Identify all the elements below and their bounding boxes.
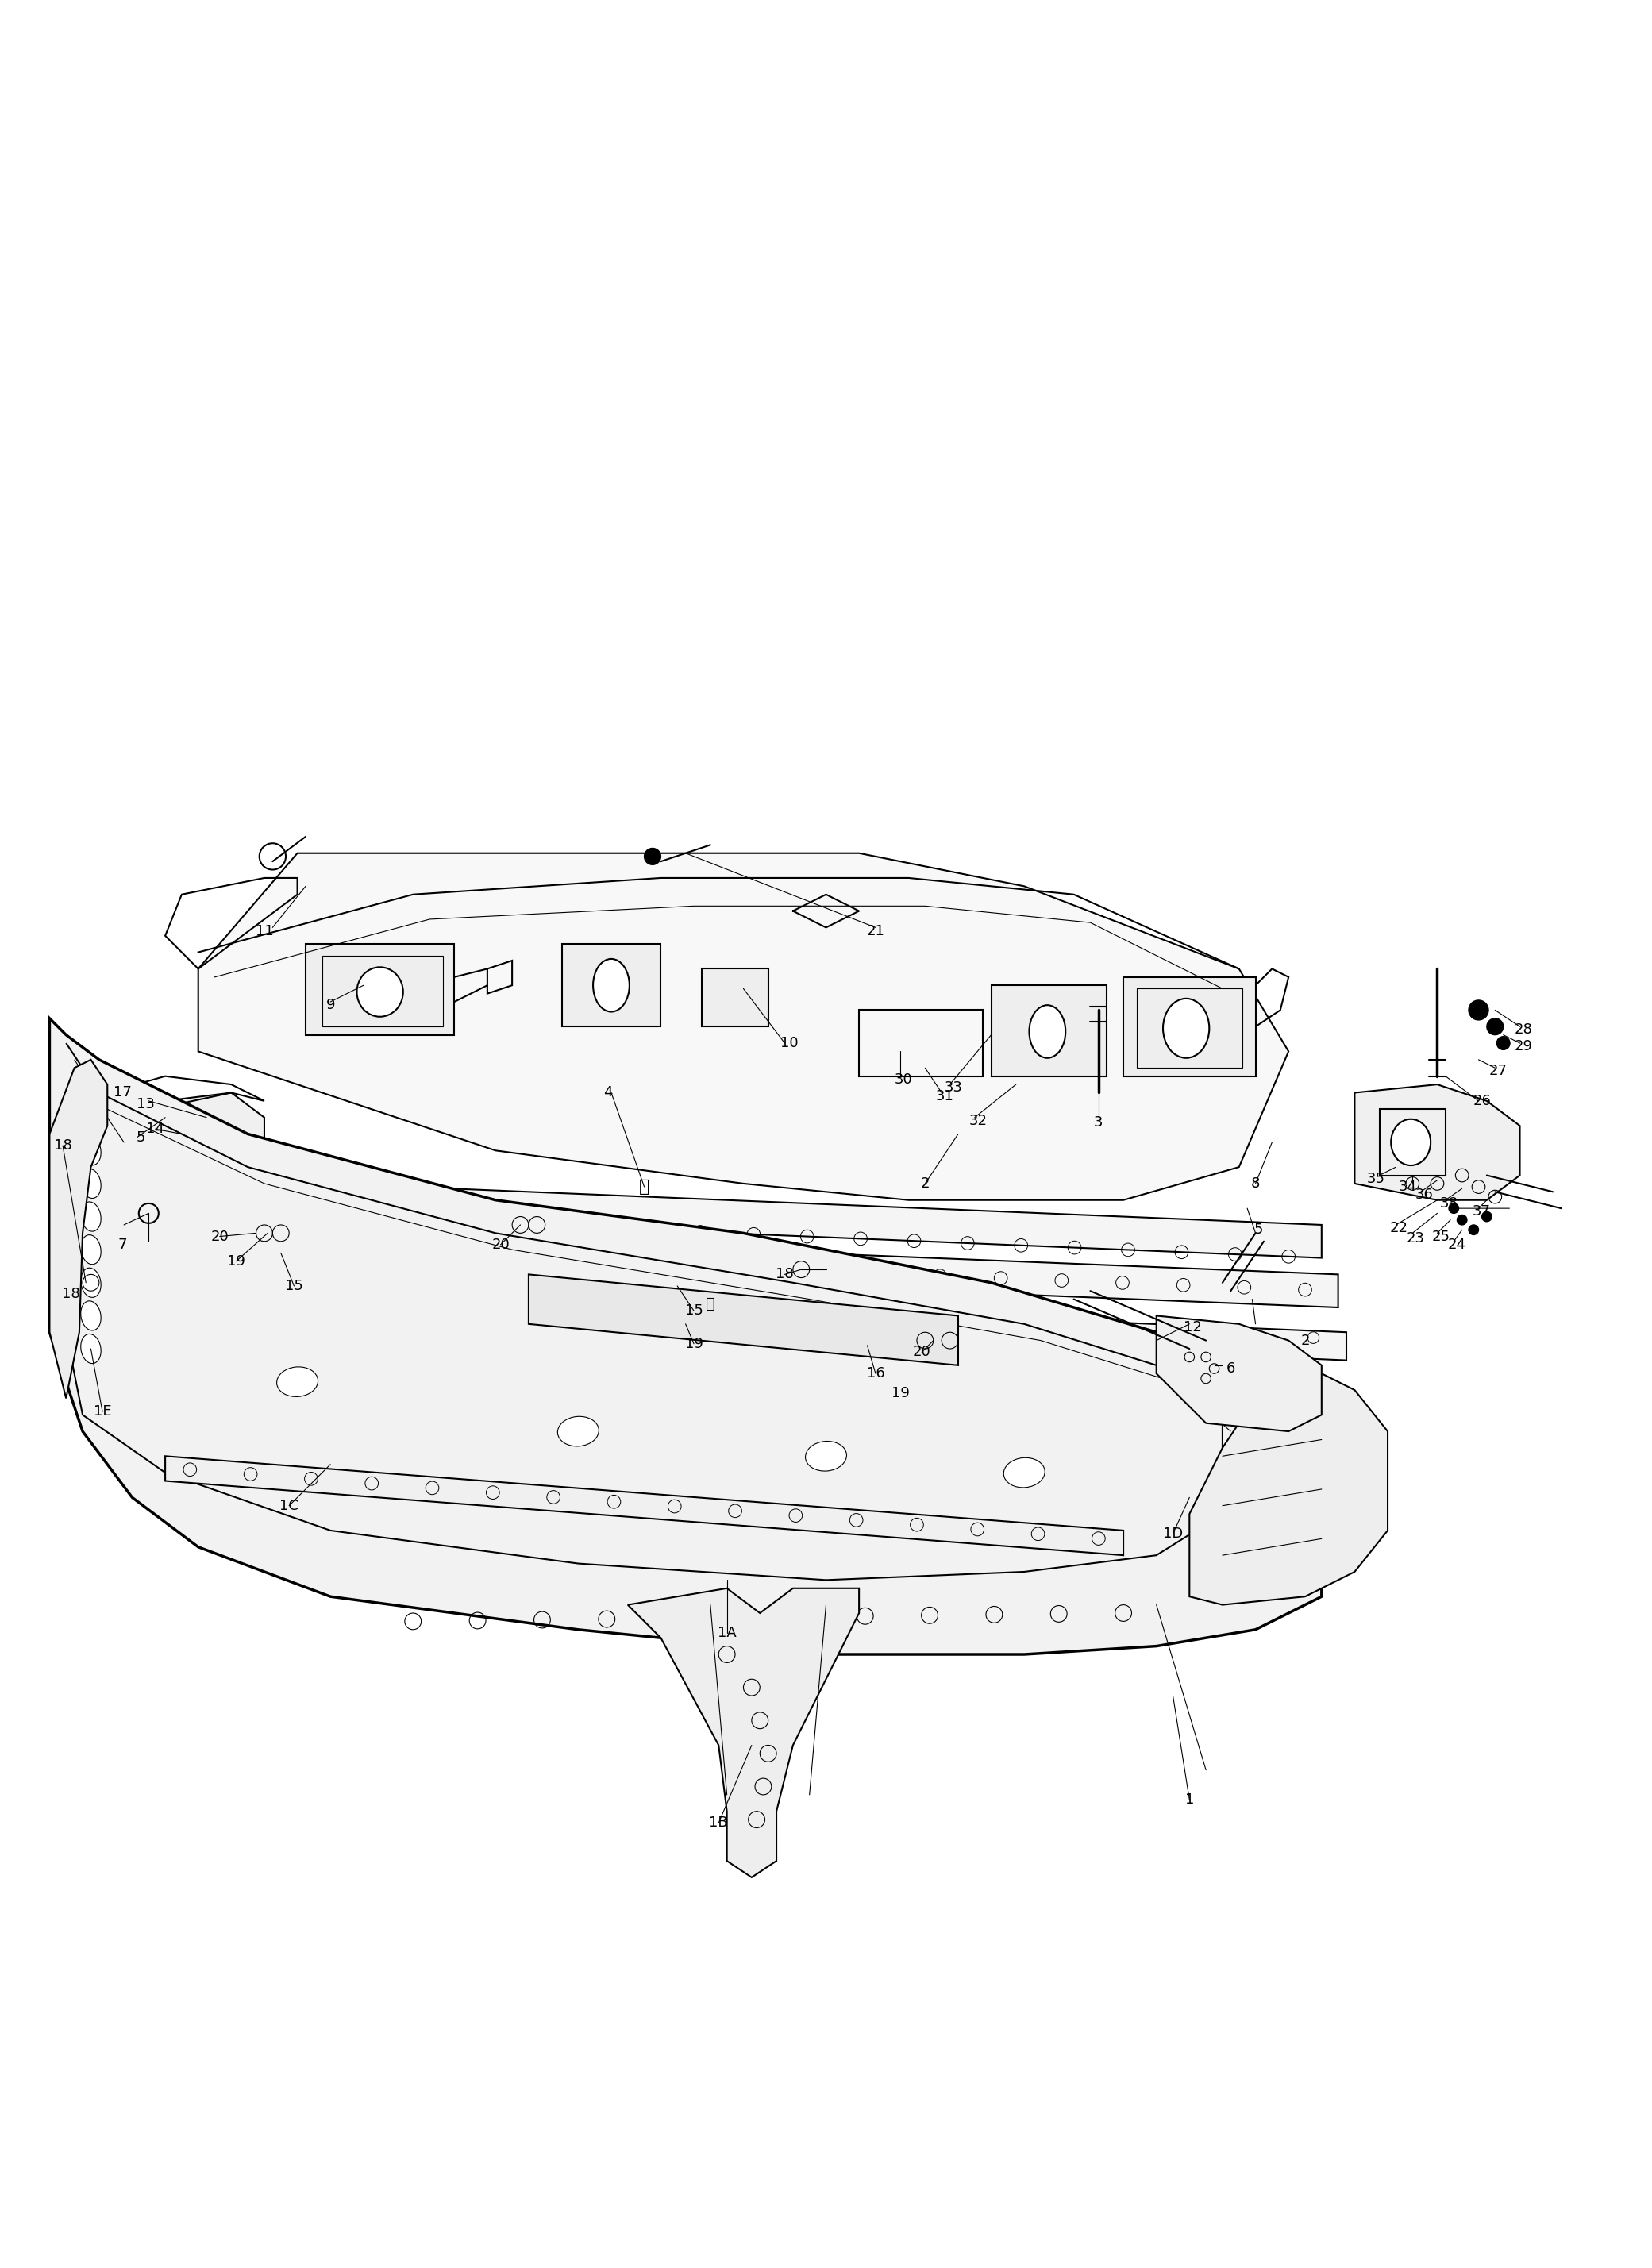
Ellipse shape [81, 1302, 101, 1331]
Ellipse shape [81, 1334, 101, 1363]
Text: 21: 21 [867, 923, 884, 939]
Circle shape [1482, 1211, 1492, 1222]
Text: 8: 8 [1251, 1177, 1260, 1191]
Text: 1D: 1D [1163, 1526, 1183, 1540]
Circle shape [1487, 1018, 1503, 1034]
Polygon shape [628, 1588, 859, 1878]
Text: 27: 27 [1488, 1064, 1508, 1077]
Text: 5: 5 [1254, 1222, 1264, 1236]
Text: Ⓒ: Ⓒ [639, 1179, 649, 1195]
Polygon shape [1189, 1374, 1388, 1606]
Text: 15: 15 [686, 1304, 702, 1318]
Ellipse shape [81, 1202, 101, 1232]
Text: Ⓒ: Ⓒ [705, 1297, 715, 1311]
Text: 19: 19 [228, 1254, 244, 1268]
Text: 17: 17 [114, 1086, 131, 1100]
Text: 14: 14 [147, 1123, 164, 1136]
Text: 24: 24 [1447, 1238, 1467, 1252]
Polygon shape [132, 1175, 1322, 1259]
Circle shape [1469, 1225, 1479, 1234]
Text: 28: 28 [1515, 1023, 1531, 1036]
Polygon shape [107, 1279, 1346, 1361]
Polygon shape [165, 1456, 1123, 1556]
Text: 7: 7 [117, 1238, 127, 1252]
Text: 20: 20 [211, 1229, 228, 1243]
Ellipse shape [81, 1234, 101, 1263]
Ellipse shape [278, 1368, 317, 1397]
Text: 1E: 1E [94, 1404, 111, 1420]
Text: 31: 31 [937, 1089, 953, 1102]
Text: 2: 2 [920, 1177, 930, 1191]
Text: 18: 18 [55, 1139, 71, 1152]
Ellipse shape [1163, 998, 1209, 1057]
Ellipse shape [558, 1418, 598, 1447]
Circle shape [644, 848, 661, 864]
Polygon shape [1355, 1084, 1520, 1200]
Polygon shape [50, 1059, 107, 1399]
Text: 20: 20 [914, 1345, 930, 1359]
Text: 10: 10 [781, 1036, 798, 1050]
Text: 1B: 1B [709, 1817, 729, 1830]
Text: 32: 32 [968, 1114, 988, 1127]
Ellipse shape [1029, 1005, 1066, 1057]
Polygon shape [50, 1018, 1322, 1653]
Text: 19: 19 [686, 1336, 702, 1352]
Text: 18: 18 [776, 1268, 793, 1281]
Polygon shape [306, 943, 454, 1034]
Ellipse shape [593, 959, 629, 1012]
Circle shape [1457, 1216, 1467, 1225]
Text: 13: 13 [137, 1098, 154, 1111]
Circle shape [1449, 1204, 1459, 1213]
Ellipse shape [81, 1168, 101, 1198]
Circle shape [1497, 1036, 1510, 1050]
Ellipse shape [357, 966, 403, 1016]
Text: 11: 11 [256, 923, 273, 939]
Text: 1C: 1C [279, 1499, 299, 1513]
Text: 20: 20 [492, 1238, 509, 1252]
Text: 26: 26 [1474, 1093, 1490, 1109]
Text: 30: 30 [895, 1073, 912, 1086]
Text: 1: 1 [1184, 1792, 1194, 1808]
Text: 35: 35 [1366, 1173, 1386, 1186]
Text: 6: 6 [1226, 1361, 1236, 1377]
Text: 1A: 1A [717, 1626, 737, 1640]
Polygon shape [1123, 978, 1256, 1077]
Text: 37: 37 [1472, 1204, 1492, 1218]
Text: 3: 3 [1094, 1116, 1104, 1129]
Text: 9: 9 [325, 998, 335, 1012]
Ellipse shape [1004, 1458, 1044, 1488]
Polygon shape [562, 943, 661, 1027]
Text: 18: 18 [63, 1288, 79, 1302]
Polygon shape [99, 1093, 264, 1191]
Ellipse shape [81, 1136, 101, 1166]
Text: 23: 23 [1406, 1232, 1426, 1245]
Text: 25: 25 [1431, 1229, 1450, 1243]
Polygon shape [991, 984, 1107, 1077]
Polygon shape [529, 1275, 958, 1365]
Polygon shape [116, 1225, 1338, 1306]
Text: 16: 16 [867, 1365, 884, 1381]
Text: 4: 4 [603, 1086, 613, 1100]
Text: 2: 2 [1300, 1334, 1310, 1347]
Text: 19: 19 [892, 1386, 909, 1402]
Text: 22: 22 [1389, 1220, 1409, 1236]
Text: 15: 15 [286, 1279, 302, 1293]
Text: 29: 29 [1513, 1039, 1533, 1055]
Polygon shape [1156, 1315, 1322, 1431]
Text: 38: 38 [1441, 1195, 1457, 1211]
Ellipse shape [81, 1268, 101, 1297]
Ellipse shape [1391, 1118, 1431, 1166]
Text: 33: 33 [943, 1080, 963, 1095]
Text: 34: 34 [1398, 1179, 1417, 1193]
Text: 12: 12 [1184, 1320, 1201, 1334]
Polygon shape [198, 853, 1289, 1200]
Circle shape [1469, 1000, 1488, 1021]
Text: 5: 5 [135, 1129, 145, 1145]
Text: 36: 36 [1416, 1188, 1432, 1202]
Polygon shape [702, 968, 768, 1027]
Ellipse shape [806, 1440, 846, 1472]
